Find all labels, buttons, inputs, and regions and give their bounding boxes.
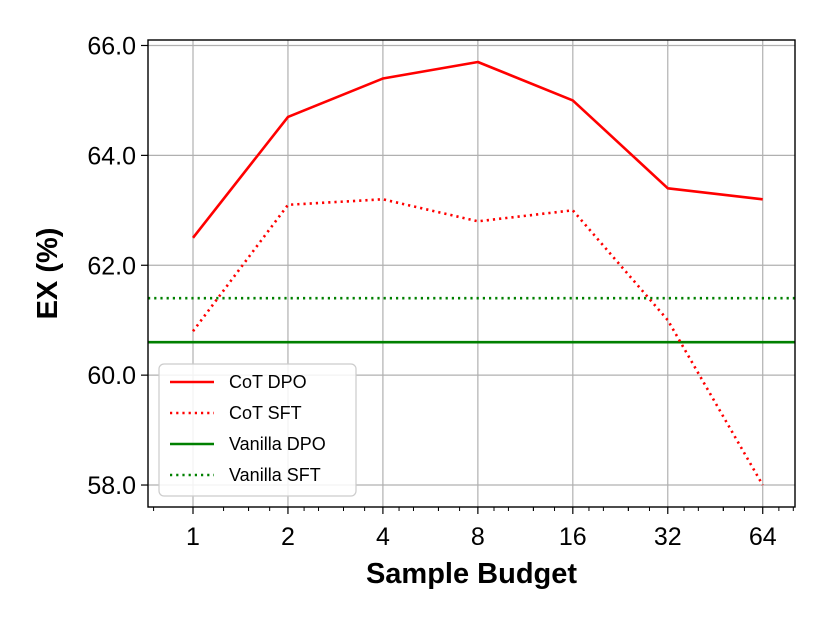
- x-tick-label: 32: [654, 523, 682, 551]
- x-axis-title: Sample Budget: [366, 558, 577, 590]
- y-tick-label: 62.0: [87, 252, 136, 280]
- x-tick-label: 8: [471, 523, 485, 551]
- y-axis-title: EX (%): [32, 228, 64, 320]
- x-tick-label: 2: [281, 523, 295, 551]
- x-tick-label: 4: [376, 523, 390, 551]
- x-tick-label: 1: [186, 523, 200, 551]
- x-tick-label: 16: [559, 523, 587, 551]
- series-lines: [191, 60, 764, 486]
- plot-frame: [147, 39, 796, 508]
- legend-box: [158, 363, 357, 497]
- axis-ticks: 1 2 4 8 16 32 64 58.0 60.0 62.0 64.0 66.0: [87, 32, 794, 551]
- y-tick-label: 60.0: [87, 362, 136, 390]
- y-tick-label: 66.0: [87, 32, 136, 60]
- x-tick-label: 64: [749, 523, 777, 551]
- legend: CoT DPO CoT SFT Vanilla DPO Vanilla SFT: [158, 363, 357, 497]
- legend-label-cot-sft: CoT SFT: [229, 403, 302, 423]
- legend-label-vanilla-dpo: Vanilla DPO: [229, 434, 326, 454]
- y-tick-label: 58.0: [87, 472, 136, 500]
- legend-label-cot-dpo: CoT DPO: [229, 372, 307, 392]
- series-line-cot-dpo: [191, 60, 763, 239]
- y-tick-label: 64.0: [87, 142, 136, 170]
- legend-label-vanilla-sft: Vanilla SFT: [229, 465, 321, 485]
- reference-lines: [148, 296, 795, 344]
